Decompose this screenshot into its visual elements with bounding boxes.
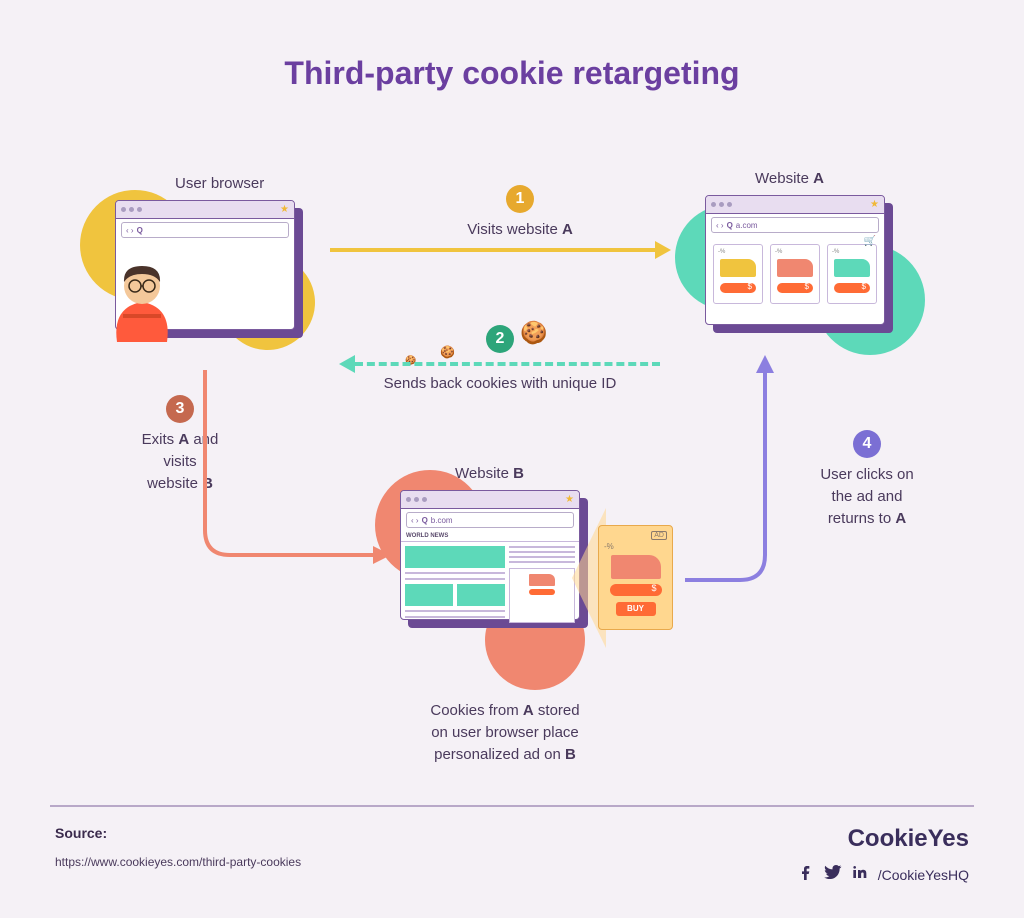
node-website-b: Website B ★ ‹ ›Qb.com WORLD NEWS (400, 490, 580, 620)
source-url: https://www.cookieyes.com/third-party-co… (55, 855, 301, 869)
label-website-a: Website A (755, 170, 824, 187)
source-block: Source: https://www.cookieyes.com/third-… (55, 825, 301, 869)
arrow-3 (195, 370, 395, 580)
url-a: a.com (736, 221, 758, 230)
social-handle: /CookieYesHQ (878, 867, 969, 883)
caption-website-b: Cookies from A stored on user browser pl… (385, 700, 625, 765)
facebook-icon[interactable] (798, 864, 814, 885)
arrow-1 (330, 248, 655, 252)
product-card: -% (770, 244, 820, 304)
arrow-2 (355, 362, 660, 366)
user-avatar (97, 252, 187, 342)
step-4: 4 User clicks on the ad and returns to A (792, 430, 942, 529)
footer-divider (50, 805, 974, 807)
step-badge-3: 3 (166, 395, 194, 423)
step-2: 2 🍪 🍪 🍪 Sends back cookies with unique I… (350, 325, 650, 395)
source-label: Source: (55, 825, 301, 841)
url-b: b.com (431, 516, 453, 525)
arrow-4 (680, 355, 800, 590)
step-badge-4: 4 (853, 430, 881, 458)
step-badge-2: 2 (486, 325, 514, 353)
label-website-b: Website B (455, 465, 524, 482)
brand-block: CookieYes /CookieYesHQ (798, 825, 969, 886)
step-badge-1: 1 (506, 185, 534, 213)
page-title: Third-party cookie retargeting (0, 0, 1024, 92)
step-1: 1 Visits website A (430, 185, 610, 241)
embedded-ad (509, 568, 575, 623)
product-card: -% (827, 244, 877, 304)
cart-icon: 🛒 (864, 236, 876, 247)
buy-button: BUY (616, 602, 656, 616)
ad-popout: AD -% BUY (598, 525, 673, 630)
ad-tag: AD (651, 531, 667, 540)
product-card: -% (713, 244, 763, 304)
cookie-icon: 🍪 (520, 320, 547, 346)
star-icon: ★ (280, 204, 289, 215)
twitter-icon[interactable] (824, 863, 842, 886)
label-user-browser: User browser (175, 175, 264, 192)
star-icon: ★ (870, 199, 879, 210)
node-website-a: Website A ★ ‹ ›Qa.com 🛒 -% -% -% (705, 195, 885, 325)
node-user-browser: User browser ★ ‹ ›Q (115, 200, 295, 330)
linkedin-icon[interactable] (852, 864, 868, 885)
cookie-icon: 🍪 (440, 345, 455, 359)
news-headline: WORLD NEWS (401, 531, 579, 542)
star-icon: ★ (565, 494, 574, 505)
brand-logo: CookieYes (798, 825, 969, 853)
